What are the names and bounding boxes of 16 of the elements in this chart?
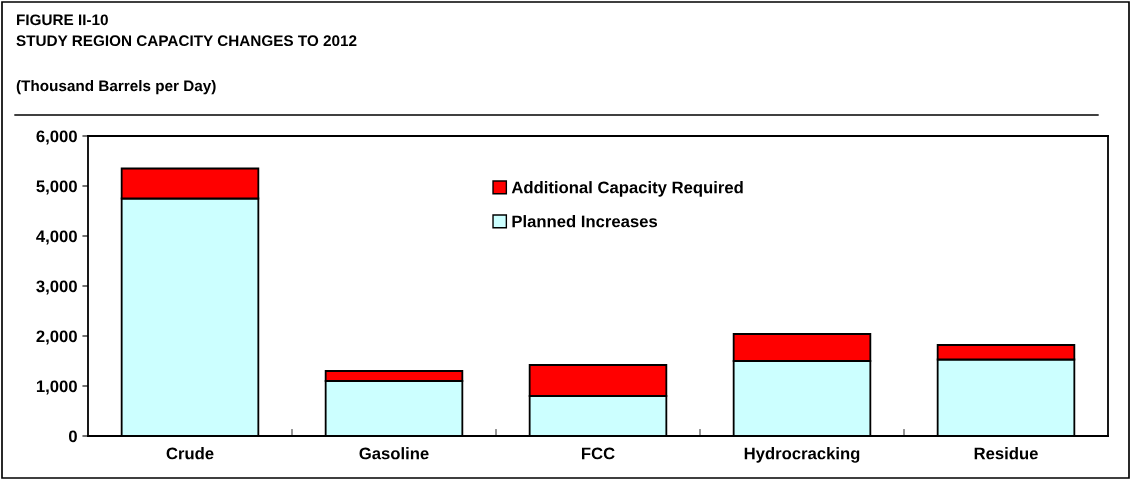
x-tick-label: Crude: [166, 447, 214, 460]
y-tick-label: 6,000: [36, 130, 77, 145]
legend-label: Planned Increases: [512, 215, 658, 228]
x-tick-label: Hydrocracking: [744, 447, 860, 463]
chart-subtitle: (Thousand Barrels per Day): [16, 80, 216, 95]
y-tick-label: 4,000: [36, 230, 77, 245]
chart-title: FIGURE II-10 STUDY REGION CAPACITY CHANGES TO 2012: [16, 14, 357, 47]
x-tick-label: Gasoline: [359, 447, 429, 460]
legend-label: Additional Capacity Required: [511, 181, 743, 197]
y-tick-label: 1,000: [36, 380, 77, 395]
y-tick-label: 2,000: [36, 330, 77, 345]
x-tick-label: Residue: [974, 447, 1038, 460]
y-tick-label: 0: [68, 430, 77, 443]
x-tick-label: FCC: [581, 447, 615, 460]
y-tick-label: 3,000: [36, 280, 77, 295]
y-tick-label: 5,000: [36, 180, 77, 195]
